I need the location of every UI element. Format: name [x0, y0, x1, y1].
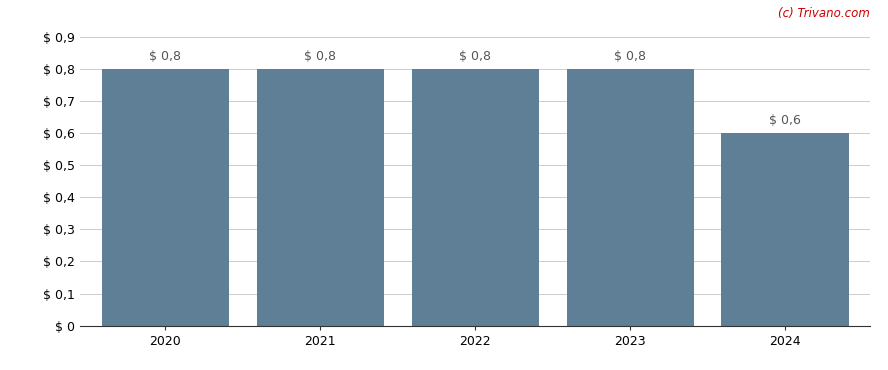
- Text: $ 0,8: $ 0,8: [459, 50, 491, 63]
- Text: $ 0,8: $ 0,8: [149, 50, 181, 63]
- Text: $ 0,6: $ 0,6: [769, 114, 801, 127]
- Bar: [257, 69, 384, 326]
- Bar: [721, 133, 849, 326]
- Bar: [411, 69, 539, 326]
- Text: $ 0,8: $ 0,8: [614, 50, 646, 63]
- Bar: [567, 69, 694, 326]
- Bar: [101, 69, 229, 326]
- Text: $ 0,8: $ 0,8: [304, 50, 337, 63]
- Text: (c) Trivano.com: (c) Trivano.com: [779, 7, 870, 20]
